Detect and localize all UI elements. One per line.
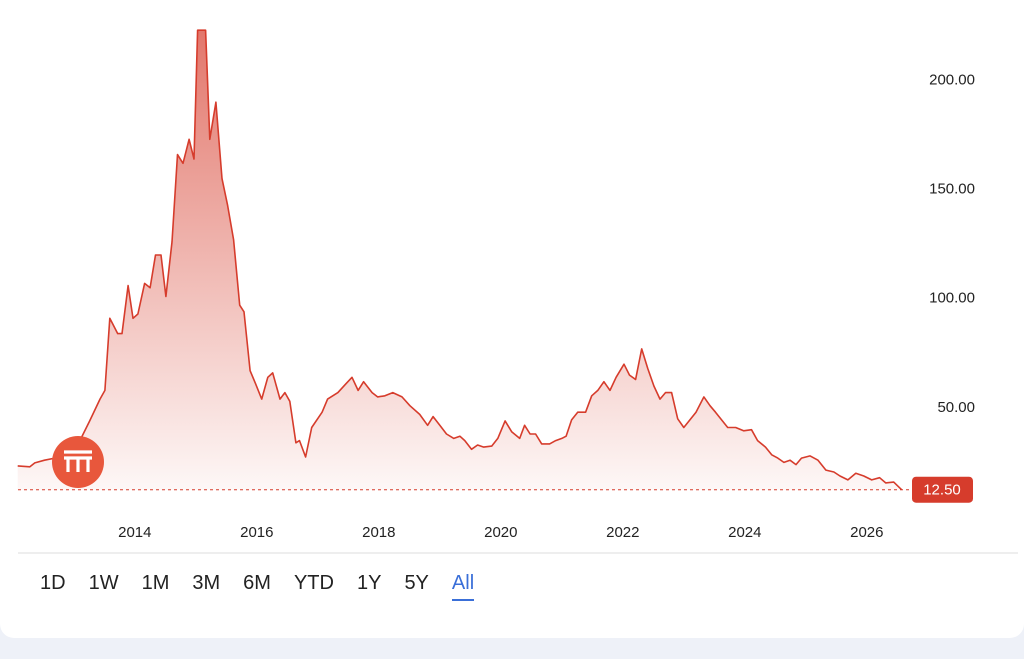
price-line (17, 29, 903, 491)
logo-icon (64, 450, 92, 472)
chart-card: 50.00 100.00 150.00 200.00 2014 2016 2018 2020 2… (0, 0, 1024, 638)
range-button[interactable]: 5Y (404, 572, 429, 594)
x-tick-label: 2020 (484, 524, 517, 541)
y-tick-label: 100.00 (929, 290, 975, 307)
x-tick-label: 2014 (118, 524, 151, 541)
range-button[interactable]: All (451, 572, 475, 601)
y-tick-label: 200.00 (929, 71, 975, 88)
area-fill (17, 30, 902, 490)
price-label: 12.50 (923, 482, 961, 499)
range-button[interactable]: 1Y (356, 572, 382, 594)
y-tick-label: 50.00 (937, 399, 975, 416)
chart: 50.00 100.00 150.00 200.00 2014 2016 2018 2020 2… (17, 29, 1018, 554)
range-button[interactable]: 1W (88, 572, 119, 594)
range-button[interactable]: 6M (243, 572, 271, 594)
range-selector: 1D 1W 1M 3M 6M YTD 1Y 5Y All (40, 572, 475, 601)
y-tick-label: 150.00 (929, 181, 975, 198)
range-button[interactable]: YTD (293, 572, 334, 594)
range-button[interactable]: 1M (141, 572, 170, 594)
price-badge (912, 476, 973, 503)
x-tick-label: 2016 (240, 524, 273, 541)
x-tick-label: 2024 (728, 524, 761, 541)
range-button[interactable]: 3M (192, 572, 221, 594)
x-tick-label: 2018 (362, 524, 395, 541)
x-tick-label: 2026 (850, 524, 883, 541)
range-button[interactable]: 1D (40, 572, 66, 594)
x-tick-label: 2022 (606, 524, 639, 541)
